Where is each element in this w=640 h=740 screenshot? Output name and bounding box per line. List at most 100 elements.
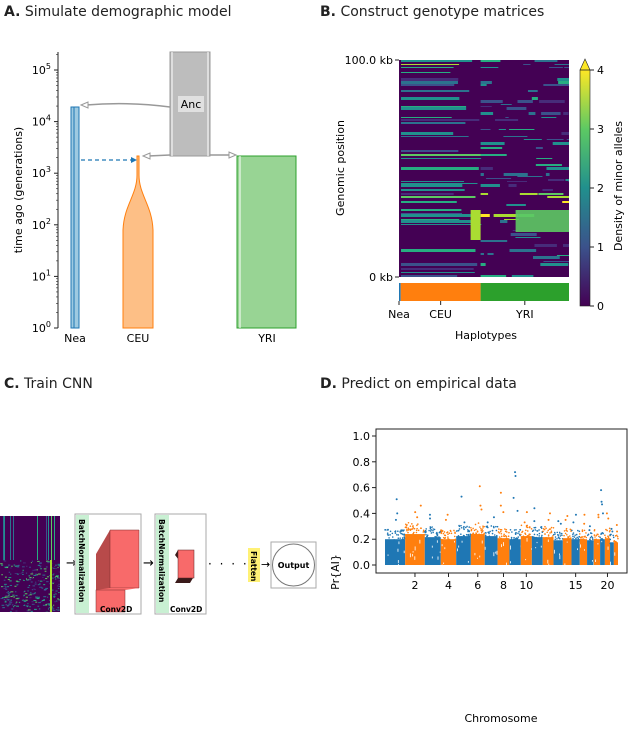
chr-2-point — [415, 531, 418, 534]
chr-12-top-point — [548, 512, 551, 515]
panel-b-letter: B. — [320, 4, 336, 20]
cnn-input-matrix — [0, 516, 60, 612]
input-cell — [34, 583, 37, 585]
haplotype-group-ticks: Nea CEU YRI — [388, 301, 534, 321]
input-cell — [40, 568, 42, 570]
chr-6-point — [470, 526, 472, 529]
chr-10-point — [522, 535, 525, 538]
x-tick-label: 8 — [500, 579, 507, 592]
matrix-segment — [480, 60, 501, 62]
chr-4-point — [446, 531, 449, 533]
haplotype-group-label: CEU — [429, 308, 452, 321]
input-cell — [54, 568, 58, 570]
chr-5-point — [460, 526, 463, 529]
input-cell — [14, 605, 16, 607]
input-cell — [26, 610, 30, 612]
input-cell — [57, 576, 59, 578]
chr-2-point — [423, 533, 426, 536]
input-cell — [39, 580, 43, 582]
chr-15-gap — [577, 548, 578, 551]
chr-12-point — [544, 533, 546, 535]
matrix-segment — [500, 104, 512, 105]
chr-11-gap — [536, 541, 538, 544]
chr-2-top-point — [416, 516, 419, 519]
chr-13-gap — [553, 549, 555, 554]
input-cell — [45, 560, 49, 562]
chr-14-gap — [564, 563, 566, 566]
input-cell — [47, 599, 50, 601]
matrix-segment — [563, 112, 569, 115]
chr-12-point — [551, 536, 554, 539]
input-cell — [31, 571, 34, 573]
chr-2-point — [416, 535, 419, 537]
input-cell — [16, 584, 19, 586]
input-cell — [25, 596, 28, 598]
haplotype-group-label: YRI — [515, 308, 534, 321]
chr-9-top-point — [516, 509, 519, 512]
chr-9-point — [513, 538, 516, 541]
chr-9-point — [517, 532, 519, 535]
panel-c-letter: C. — [4, 376, 20, 392]
input-cell — [37, 605, 40, 607]
input-cell — [39, 586, 43, 588]
conv-front-face — [96, 588, 139, 590]
chr-6-point — [480, 531, 483, 534]
chr-15-point — [572, 532, 575, 534]
input-cell — [43, 568, 47, 570]
genomic-position-bottom-label: 0 kb — [369, 271, 393, 284]
chr-8-gap — [506, 562, 507, 565]
input-column — [48, 516, 49, 560]
input-cell — [15, 595, 18, 597]
matrix-segment — [503, 136, 528, 137]
matrix-segment — [401, 275, 458, 277]
chr-16-point — [581, 538, 583, 540]
matrix-segment — [552, 142, 569, 145]
chr-13-point — [554, 536, 557, 538]
chr-6-point — [472, 532, 475, 534]
input-cell — [22, 569, 24, 571]
input-cell — [48, 607, 52, 609]
chr-19-bulk — [600, 539, 605, 565]
matrix-segment — [519, 193, 538, 195]
chr-8-point — [504, 528, 506, 530]
input-cell — [55, 590, 58, 592]
chr-2-point — [407, 529, 410, 531]
input-cell — [57, 572, 60, 574]
chr-8-point — [500, 532, 503, 535]
input-column — [13, 516, 14, 560]
chr-7-point — [495, 529, 498, 532]
matrix-segment — [401, 219, 460, 220]
chr-2-point — [417, 523, 419, 525]
chr-16-point — [583, 535, 586, 538]
chr-11-top-point — [533, 520, 536, 523]
input-cell — [6, 604, 10, 606]
panel-b-text: Construct genotype matrices — [340, 4, 545, 20]
chr-19-gap — [601, 540, 603, 543]
chr-12-gap — [548, 563, 550, 567]
input-cell — [1, 604, 5, 606]
chr-6-point — [480, 527, 482, 530]
input-cell — [46, 576, 49, 578]
chr-7-point — [490, 525, 493, 527]
colorbar — [580, 70, 590, 306]
input-cell — [21, 571, 24, 573]
chr-21-point — [612, 534, 615, 537]
chr-9-gap — [510, 561, 511, 564]
input-cell — [43, 599, 45, 601]
chr-18-point — [597, 533, 599, 536]
chr-5-point — [464, 526, 467, 529]
matrix-segment — [401, 64, 460, 65]
chr-10-gap — [526, 537, 528, 542]
chr-12-point — [545, 527, 547, 530]
chr-17-point — [587, 533, 590, 536]
matrix-segment — [536, 158, 553, 159]
input-cell — [19, 579, 22, 581]
matrix-segment — [546, 167, 569, 170]
input-cell — [20, 560, 22, 562]
chr-8-top-point — [502, 511, 505, 514]
matrix-segment — [470, 210, 481, 240]
chr-15-point — [572, 537, 574, 540]
chr-17-point — [589, 538, 591, 541]
panel-d-letter: D. — [320, 376, 337, 392]
x-tick-label: 15 — [569, 579, 583, 592]
